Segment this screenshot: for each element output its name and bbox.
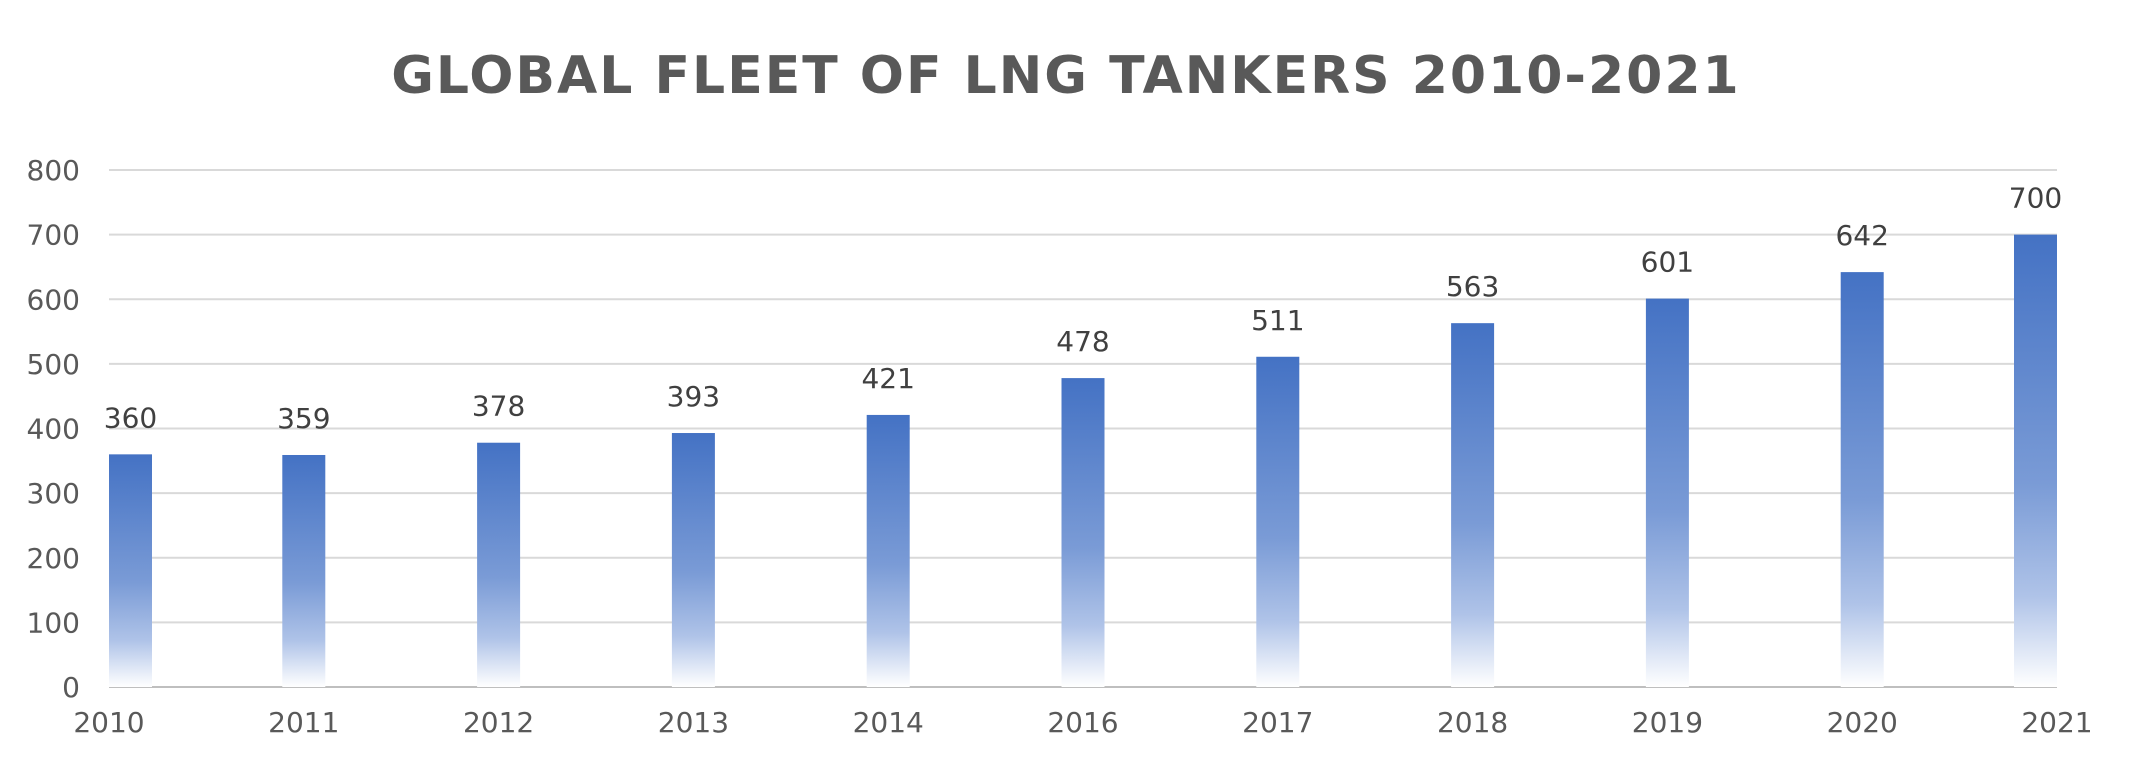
y-tick-label: 600 — [27, 283, 80, 316]
x-tick-label-2014: 2014 — [853, 706, 924, 739]
x-tick-label-2010: 2010 — [73, 706, 144, 739]
x-tick-label-2012: 2012 — [463, 706, 534, 739]
bars — [109, 234, 2057, 687]
bar-2012 — [477, 442, 521, 687]
bar-2016 — [1061, 378, 1105, 687]
y-tick-label: 700 — [27, 219, 80, 252]
bar-2010 — [109, 454, 152, 687]
y-tick-label: 200 — [27, 542, 80, 575]
y-tick-label: 100 — [27, 606, 80, 639]
data-label-2018: 563 — [1446, 270, 1499, 303]
data-label-2010: 360 — [104, 401, 157, 434]
data-labels: 360 359 378 393 421 478 511 563 601 642 700 — [104, 182, 2062, 435]
y-tick-label: 0 — [62, 671, 80, 704]
bar-2019 — [1645, 298, 1689, 687]
x-tick-label-2017: 2017 — [1242, 706, 1313, 739]
chart-title: GLOBAL FLEET OF LNG TANKERS 2010-2021 — [391, 46, 1740, 106]
x-axis: 2010 2011 2012 2013 2014 2016 2017 2018 2019 2020… — [73, 706, 2092, 739]
y-tick-label: 800 — [27, 154, 80, 187]
x-tick-label-2021: 2021 — [2021, 706, 2092, 739]
x-tick-label-2011: 2011 — [268, 706, 339, 739]
bar-2021 — [2014, 234, 2057, 687]
y-axis: 0 100 200 300 400 500 600 700 800 — [27, 154, 80, 704]
x-tick-label-2013: 2013 — [658, 706, 729, 739]
data-label-2021: 700 — [2009, 182, 2062, 215]
data-label-2017: 511 — [1251, 304, 1304, 337]
bar-2014 — [866, 414, 910, 687]
data-label-2019: 601 — [1641, 246, 1694, 279]
x-tick-label-2020: 2020 — [1827, 706, 1898, 739]
data-label-2020: 642 — [1835, 219, 1888, 252]
data-label-2011: 359 — [277, 402, 330, 435]
bar-2020 — [1840, 272, 1884, 687]
bar-2011 — [282, 454, 326, 687]
x-tick-label-2018: 2018 — [1437, 706, 1508, 739]
data-label-2014: 421 — [861, 362, 914, 395]
y-tick-label: 400 — [27, 413, 80, 446]
bar-2017 — [1256, 356, 1300, 687]
data-label-2012: 378 — [472, 390, 525, 423]
bar-2013 — [671, 433, 715, 687]
x-tick-label-2016: 2016 — [1047, 706, 1118, 739]
y-tick-label: 500 — [27, 348, 80, 381]
bar-2018 — [1451, 323, 1495, 687]
data-label-2013: 393 — [667, 380, 720, 413]
x-tick-label-2019: 2019 — [1632, 706, 1703, 739]
y-tick-label: 300 — [27, 477, 80, 510]
data-label-2016: 478 — [1056, 325, 1109, 358]
